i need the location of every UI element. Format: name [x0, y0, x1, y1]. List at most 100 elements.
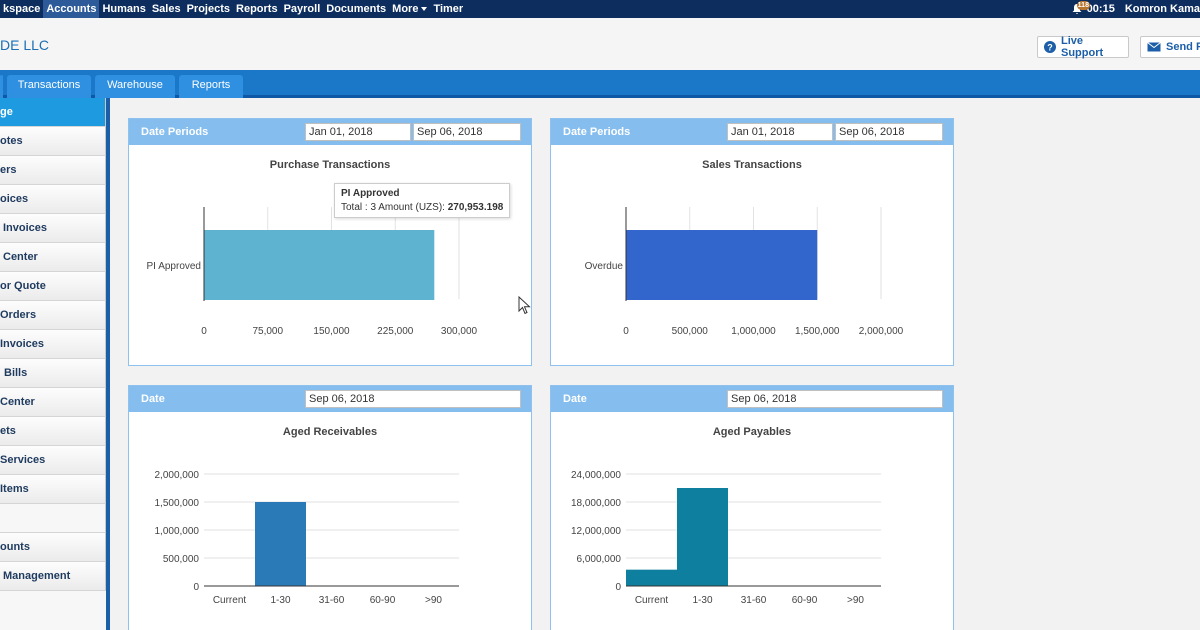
y-tick-label: 6,000,000 [577, 554, 622, 565]
help-circle-icon: ? [1044, 41, 1056, 53]
sidebar-item-bills[interactable]: Bills [0, 359, 106, 388]
chart-title: Aged Receivables [282, 426, 378, 438]
y-tick-label: 1,500,000 [155, 498, 200, 509]
sales-transactions-panel: Date Periods Jan 01, 2018 Sep 06, 2018 S… [550, 118, 954, 366]
date-periods-label: Date Periods [563, 126, 631, 138]
tooltip-title: PI Approved [341, 188, 400, 199]
y-tick-label: 12,000,000 [571, 526, 621, 537]
x-tick-label: 225,000 [377, 326, 414, 337]
chart-title: Sales Transactions [702, 159, 802, 171]
x-tick-label: 1,500,000 [795, 326, 840, 337]
menu-projects[interactable]: Projects [186, 3, 231, 15]
menu-more-label: More [392, 3, 419, 15]
sidebar-item-payment-center[interactable]: Center [0, 243, 106, 272]
menu-more[interactable]: More [389, 0, 430, 18]
x-tick-label: 0 [201, 326, 207, 337]
aged-receivables-panel: Date Sep 06, 2018 Aged Receivables 0 500,… [128, 385, 532, 630]
x-tick-label: 300,000 [441, 326, 478, 337]
x-tick-label: 150,000 [313, 326, 350, 337]
receivables-panel-header: Date Sep 06, 2018 [129, 386, 531, 412]
chart-tooltip: PI Approved Total : 3 Amount (UZS): 270,… [334, 183, 511, 218]
sidebar-item-accounts[interactable]: ounts [0, 533, 106, 562]
sidebar-item-quotes[interactable]: otes [0, 127, 106, 156]
chart-title: Aged Payables [712, 426, 792, 438]
x-category-label: >90 [425, 595, 442, 606]
x-category-label: Current [635, 595, 669, 606]
menu-payroll[interactable]: Payroll [283, 3, 321, 15]
sales-chart: 0 500,000 1,000,000 1,500,000 2,000,000 Overd… [585, 207, 904, 337]
tab-partial[interactable] [0, 75, 3, 98]
main-menu: kspace Accounts Humans Sales Projects Re… [0, 0, 466, 18]
menu-accounts[interactable]: Accounts [43, 0, 100, 18]
x-tick-label: 0 [623, 326, 629, 337]
date-periods-label: Date Periods [141, 126, 209, 138]
sidebar-item-request-for-quote[interactable]: or Quote [0, 272, 106, 301]
tooltip-prefix: Total : 3 Amount (UZS): [341, 202, 448, 213]
y-tick-label: 24,000,000 [571, 470, 621, 481]
purchase-chart: 0 75,000 150,000 225,000 300,000 PI Approved [147, 207, 478, 337]
payables-chart: 0 6,000,000 12,000,000 18,000,000 24,000,000… [571, 470, 881, 606]
date-label: Date [141, 393, 165, 405]
x-tick-label: 1,000,000 [731, 326, 776, 337]
date-from-input[interactable]: Jan 01, 2018 [305, 123, 411, 141]
x-category-label: 60-90 [370, 595, 396, 606]
menu-workspace[interactable]: kspace [3, 3, 41, 15]
sidebar-item-orders[interactable]: ers [0, 156, 106, 185]
notification-count-badge: 118 [1076, 1, 1090, 10]
date-label: Date [563, 393, 587, 405]
chart-title: Purchase Transactions [269, 159, 391, 171]
date-input[interactable]: Sep 06, 2018 [727, 390, 943, 408]
company-header: DE LLC ? Live Support Send F [0, 18, 1200, 70]
bar [204, 230, 435, 300]
svg-text:?: ? [1047, 43, 1053, 53]
company-name: DE LLC [0, 37, 50, 53]
receivables-chart: 0 500,000 1,000,000 1,500,000 2,000,000 Curre… [155, 470, 459, 606]
live-support-label: Live Support [1061, 35, 1104, 59]
date-input[interactable]: Sep 06, 2018 [305, 390, 521, 408]
menu-reports[interactable]: Reports [236, 3, 278, 15]
y-tick-label: 500,000 [163, 554, 200, 565]
user-name[interactable]: Komron Kama [1124, 3, 1200, 15]
y-tick-label: 0 [615, 582, 621, 593]
send-feedback-label: Send F [1166, 41, 1200, 53]
y-category-label: PI Approved [147, 261, 201, 272]
bar [255, 502, 306, 586]
tab-transactions[interactable]: Transactions [7, 75, 91, 98]
x-category-label: 60-90 [792, 595, 818, 606]
bar [626, 230, 818, 300]
menu-documents[interactable]: Documents [326, 3, 387, 15]
sidebar-item-services[interactable]: Services [0, 446, 106, 475]
live-support-button[interactable]: ? Live Support [1037, 35, 1129, 59]
x-category-label: 31-60 [319, 595, 345, 606]
date-to-input[interactable]: Sep 06, 2018 [413, 123, 521, 141]
x-category-label: >90 [847, 595, 864, 606]
aged-payables-panel: Date Sep 06, 2018 Aged Payables 0 6,000,0… [550, 385, 954, 630]
menu-timer[interactable]: Timer [433, 3, 464, 15]
sidebar-item-expense-center[interactable]: Center [0, 388, 106, 417]
x-tick-label: 500,000 [672, 326, 709, 337]
bar [626, 569, 677, 586]
sidebar-item-recurring-invoices[interactable]: Invoices [0, 214, 106, 243]
tab-reports[interactable]: Reports [179, 75, 243, 98]
sidebar-item-items[interactable]: Items [0, 475, 106, 504]
date-from-input[interactable]: Jan 01, 2018 [727, 123, 833, 141]
sidebar-item-assets[interactable]: ets [0, 417, 106, 446]
y-tick-label: 2,000,000 [155, 470, 200, 481]
mouse-cursor-icon [518, 296, 531, 315]
x-tick-label: 2,000,000 [859, 326, 904, 337]
sidebar: ge otes ers oices Invoices Center or Quo… [0, 98, 110, 630]
sidebar-item-purchase-invoices[interactable]: Invoices [0, 330, 106, 359]
menu-sales[interactable]: Sales [151, 3, 181, 15]
menu-humans[interactable]: Humans [102, 3, 146, 15]
send-feedback-button[interactable]: Send F [1140, 36, 1200, 58]
sidebar-item-purchase-orders[interactable]: Orders [0, 301, 106, 330]
date-to-input[interactable]: Sep 06, 2018 [835, 123, 943, 141]
sidebar-item-homepage[interactable]: ge [0, 98, 106, 127]
notification-bell-icon[interactable]: 118 [1071, 1, 1090, 15]
caret-down-icon [421, 7, 428, 12]
payables-panel-header: Date Sep 06, 2018 [551, 386, 953, 412]
sidebar-item-management[interactable]: Management [0, 562, 106, 591]
x-tick-label: 75,000 [252, 326, 283, 337]
tab-warehouse[interactable]: Warehouse [95, 75, 175, 98]
sidebar-item-invoices[interactable]: oices [0, 185, 106, 214]
